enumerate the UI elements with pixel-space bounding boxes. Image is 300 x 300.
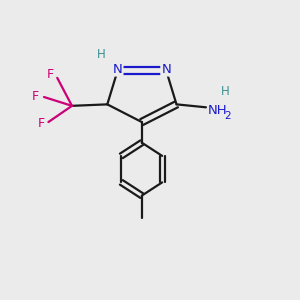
Text: H: H (97, 48, 106, 61)
Text: N: N (161, 62, 171, 76)
Text: 2: 2 (224, 110, 231, 121)
Text: H: H (221, 85, 230, 98)
Text: F: F (38, 117, 45, 130)
Text: F: F (47, 68, 54, 81)
Text: NH: NH (207, 104, 227, 117)
Text: N: N (113, 62, 122, 76)
Text: F: F (32, 90, 39, 103)
